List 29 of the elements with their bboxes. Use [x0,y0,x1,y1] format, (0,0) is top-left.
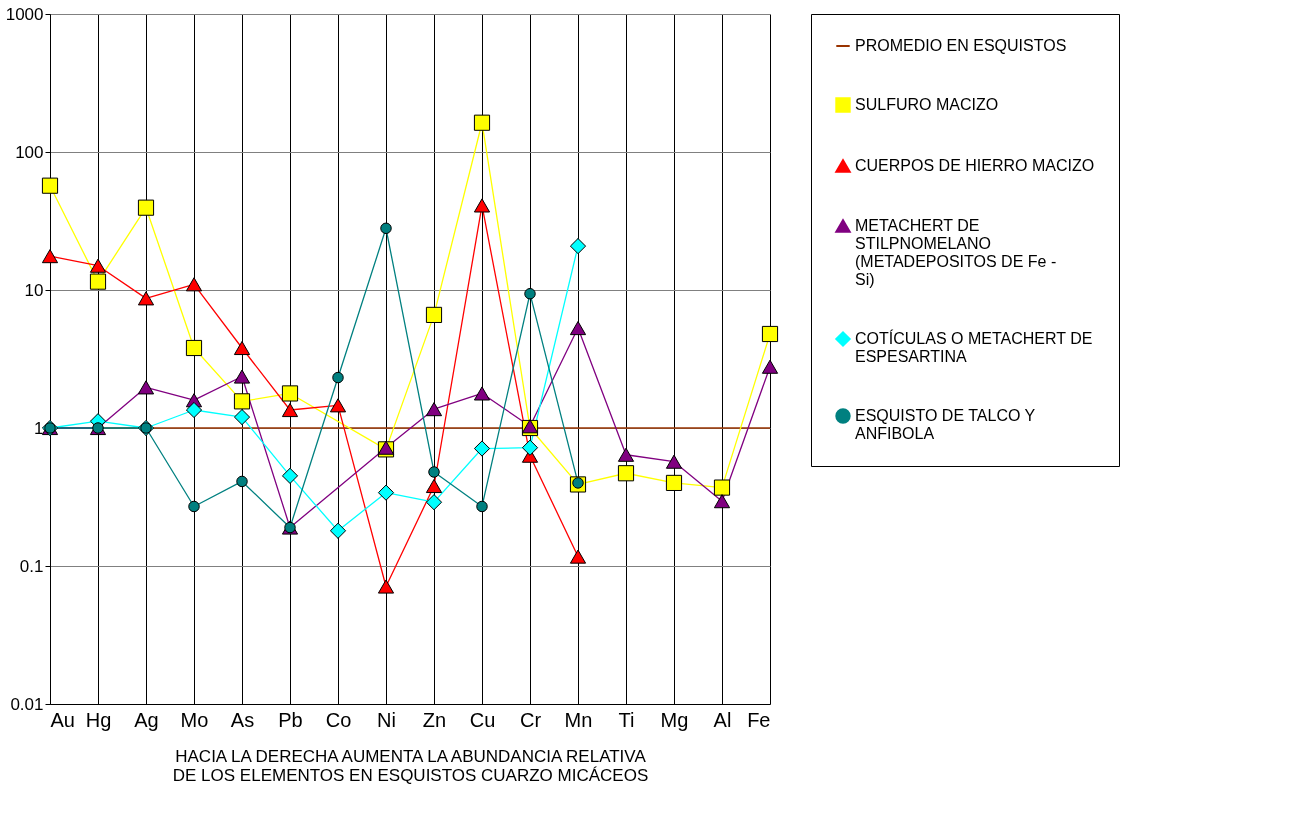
legend-label: CUERPOS DE HIERRO MACIZO [855,157,1095,174]
x-tick-label: Cu [469,708,496,731]
x-tick-label: Hg [85,708,112,731]
y-tick-label: 1 [34,418,44,438]
legend-label: PROMEDIO EN ESQUISTOS [855,37,1067,54]
x-tick-label: Fe [747,708,771,731]
x-tick-label: Ti [618,708,635,731]
y-tick-label: 0.1 [19,556,44,576]
x-tick-label: Mo [180,708,209,731]
x-tick-label: Mn [564,708,593,731]
x-tick-label: As [230,708,255,731]
x-tick-label: Au [50,708,75,731]
y-tick-label: 10 [24,280,44,300]
y-tick-label: 100 [15,142,44,162]
legend-label: COTÍCULAS O METACHERT DE ESPESARTINA [855,329,1093,365]
x-tick-label: Al [713,708,732,731]
x-tick-label: Ag [134,708,159,731]
x-tick-label: Co [325,708,352,731]
x-tick-label: Zn [422,708,447,731]
x-tick-label: Mg [660,708,689,731]
y-tick-label: 1000 [5,4,44,24]
x-tick-label: Pb [278,708,303,731]
x-tick-label: Cr [519,708,542,731]
y-tick-label: 0.01 [10,694,44,714]
legend-label: METACHERT DE STILPNOMELANO (METADEPOSITOS DE Fe - Si) [855,217,1057,288]
x-tick-label: Ni [377,708,396,731]
legend-label: SULFURO MACIZO [855,96,999,113]
x-axis-title: HACIA LA DERECHA AUMENTA LA ABUNDANCIA RELATIVA DE LOS ELEMENTOS EN ESQUISTOS CUARZO MICÁCEOS [172,746,649,785]
legend-label: ESQUISTO DE TALCO Y ANFIBOLA [855,407,1036,442]
